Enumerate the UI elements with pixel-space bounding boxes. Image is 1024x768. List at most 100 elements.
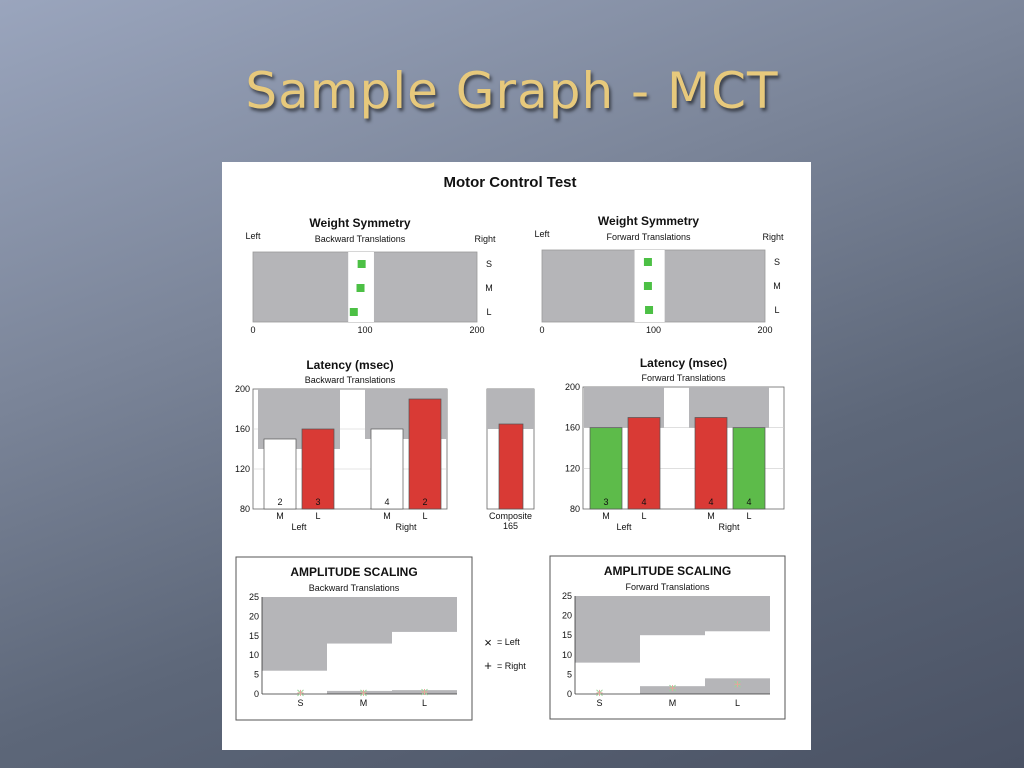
ws-point [643,258,652,266]
amplitude-tick-label: 20 [249,611,259,621]
amplitude-normal-range [575,662,640,694]
legend-left-label: = Left [497,637,520,647]
amplitude-category-label: S [596,698,602,708]
ws-tick-label: 100 [357,325,372,335]
ws-point [645,306,654,314]
amplitude-tick-label: 0 [567,689,572,699]
latency-group-label: Right [395,522,417,532]
latency-bar [408,398,442,510]
latency-group-label: Left [291,522,307,532]
latency-abnormal-band [587,387,625,428]
latency-bar [301,428,335,510]
ws-point [357,260,366,268]
latency-tick-label: 160 [235,424,250,434]
latency-trial-count: 4 [641,497,646,507]
amplitude-category-label: L [422,698,427,708]
latency-category-label: M [707,511,715,521]
report-canvas: Motor Control Test Weight Symmetry Backwa… [235,174,786,721]
amplitude-tick-label: 5 [567,669,572,679]
ws-right-label: Right [474,234,496,244]
latency-bar [694,417,728,510]
motor-control-report: Motor Control Test Weight Symmetry Backwa… [222,162,811,750]
amplitude-right-point [360,689,367,696]
amplitude-normal-range [327,643,392,691]
composite-label: Composite [489,511,532,521]
amplitude-right-point [734,681,741,688]
latency-tick-label: 200 [565,382,580,392]
legend-right-symbol: + [484,658,492,673]
legend-left-symbol: × [484,635,492,650]
ws-title: Weight Symmetry [309,216,410,230]
latency-trial-count: 3 [603,497,608,507]
latency-category-label: L [422,511,427,521]
ws-left-label: Left [534,229,550,239]
latency-category-label: M [276,511,284,521]
ws-row-label: L [486,307,491,317]
amplitude-subtitle: Forward Translations [625,582,710,592]
amplitude-tick-label: 10 [249,650,259,660]
latency-tick-label: 120 [565,463,580,473]
ws-point [643,282,652,290]
latency-bar [370,428,404,510]
amplitude-title: AMPLITUDE SCALING [290,565,417,579]
ws-title: Weight Symmetry [598,214,699,228]
latency-trial-count: 4 [384,497,389,507]
latency-tick-label: 160 [565,423,580,433]
amplitude-tick-label: 10 [562,650,572,660]
latency-subtitle: Backward Translations [305,375,396,385]
latency-bar [627,417,661,510]
amplitude-normal-range [262,670,327,694]
ws-point [356,284,365,292]
ws-tick-label: 0 [250,325,255,335]
ws-row-label: M [773,281,781,291]
latency-category-label: L [315,511,320,521]
amplitude-subtitle: Backward Translations [309,583,400,593]
ws-subtitle: Forward Translations [606,232,691,242]
ws-tick-label: 100 [646,325,661,335]
ws-row-label: S [486,259,492,269]
latency-tick-label: 120 [235,464,250,474]
ws-point [349,308,358,316]
latency-trial-count: 4 [708,497,713,507]
composite-abnormal-band [487,389,534,429]
latency-group-label: Right [718,522,740,532]
amplitude-normal-range [392,631,457,691]
latency-tick-label: 80 [570,504,580,514]
latency-group-label: Left [616,522,632,532]
amplitude-normal-range [705,631,770,679]
latency-trial-count: 2 [422,497,427,507]
latency-title: Latency (msec) [640,356,727,370]
ws-row-label: S [774,257,780,267]
ws-tick-label: 200 [757,325,772,335]
latency-abnormal-band [730,387,768,428]
report-title: Motor Control Test [443,174,576,191]
latency-tick-label: 200 [235,384,250,394]
latency-category-label: L [641,511,646,521]
amplitude-tick-label: 15 [562,630,572,640]
composite-value-label: 165 [503,521,518,531]
latency-trial-count: 4 [746,497,751,507]
latency-abnormal-band [368,389,406,429]
latency-category-label: L [746,511,751,521]
amplitude-tick-label: 5 [254,670,259,680]
latency-category-label: M [383,511,391,521]
latency-title: Latency (msec) [306,358,393,372]
amplitude-normal-range [640,635,705,687]
ws-row-label: M [485,283,493,293]
amplitude-tick-label: 25 [249,592,259,602]
amplitude-category-label: M [360,698,368,708]
latency-tick-label: 80 [240,504,250,514]
amplitude-right-point [297,689,304,696]
composite-bar [498,423,524,510]
latency-trial-count: 3 [315,497,320,507]
latency-bar [263,438,297,510]
ws-tick-label: 200 [469,325,484,335]
ws-left-label: Left [245,231,261,241]
amplitude-title: AMPLITUDE SCALING [604,564,731,578]
latency-trial-count: 2 [277,497,282,507]
amplitude-tick-label: 15 [249,631,259,641]
slide-title: Sample Graph - MCT [245,62,779,120]
latency-bar [589,427,623,510]
amplitude-category-label: L [735,698,740,708]
amplitude-tick-label: 20 [562,611,572,621]
